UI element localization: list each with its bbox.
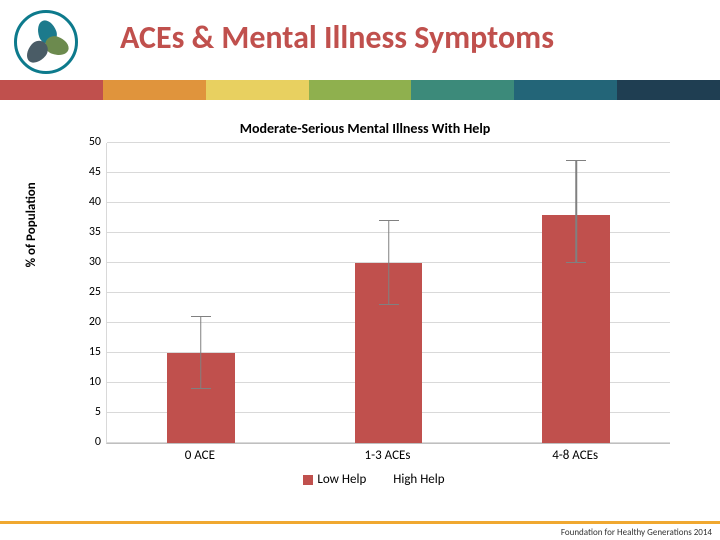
chart-title: Moderate-Serious Mental Illness With Hel… — [60, 120, 670, 137]
legend: Low Help High Help — [60, 472, 670, 487]
y-axis-label: % of Population — [24, 182, 39, 267]
ytick-label: 20 — [73, 315, 101, 329]
plot-area: 05101520253035404550 — [106, 143, 670, 444]
ytick-label: 40 — [73, 195, 101, 209]
ytick-label: 30 — [73, 255, 101, 269]
ytick-label: 0 — [73, 435, 101, 449]
org-logo — [14, 10, 78, 74]
error-bar — [388, 221, 390, 305]
header-color-bar — [0, 80, 720, 100]
ytick-label: 35 — [73, 225, 101, 239]
footer-text: Foundation for Healthy Generations 2014 — [561, 527, 712, 538]
legend-item-high: High Help — [393, 472, 444, 487]
gridline: 50 — [107, 142, 670, 143]
error-bar — [200, 317, 202, 389]
error-cap — [379, 304, 399, 306]
error-bar — [575, 161, 577, 263]
error-cap — [379, 220, 399, 222]
ytick-label: 25 — [73, 285, 101, 299]
xtick-label: 0 ACE — [185, 448, 215, 463]
ytick-label: 50 — [73, 135, 101, 149]
ytick-label: 10 — [73, 375, 101, 389]
xtick-label: 4-8 ACEs — [552, 448, 598, 463]
x-axis-labels: 0 ACE 1-3 ACEs 4-8 ACEs — [106, 444, 670, 466]
ytick-label: 5 — [73, 405, 101, 419]
ytick-label: 15 — [73, 345, 101, 359]
legend-item-low: Low Help — [317, 472, 366, 487]
error-cap — [191, 316, 211, 318]
slide-title: ACEs & Mental Illness Symptoms — [120, 18, 554, 57]
error-cap — [566, 160, 586, 162]
bar-chart: Moderate-Serious Mental Illness With Hel… — [60, 120, 670, 500]
ytick-label: 45 — [73, 165, 101, 179]
error-cap — [566, 262, 586, 264]
xtick-label: 1-3 ACEs — [365, 448, 411, 463]
gridline: 40 — [107, 202, 670, 203]
gridline: 45 — [107, 172, 670, 173]
footer-line — [0, 521, 720, 524]
error-cap — [191, 388, 211, 390]
